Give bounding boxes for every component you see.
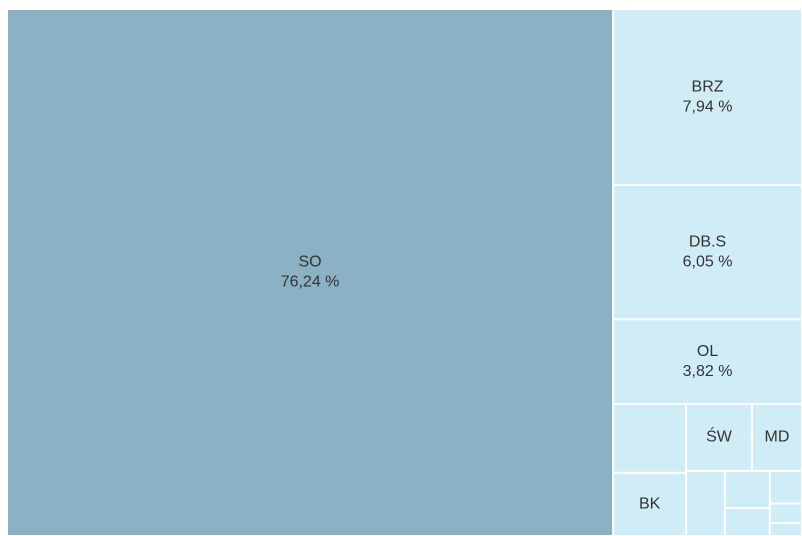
tile [614,473,686,535]
tile [614,186,801,319]
tile-label: ŚW [706,427,733,446]
tile [770,471,801,503]
tile [687,405,751,470]
tile [8,10,613,535]
tile-label: DB.S [689,233,726,250]
tile [614,405,686,472]
tile-value: 3,82 % [683,363,733,380]
tile-label: OL [697,343,718,360]
tile-label: BK [639,496,661,513]
tile [687,471,724,535]
tile-label: BRZ [692,78,724,95]
tile-value: 6,05 % [683,253,733,270]
tile [725,471,769,508]
tile [614,320,801,404]
tile [752,405,801,470]
tile [725,509,769,535]
tile-label: SO [298,254,321,271]
tile-label: MD [765,429,790,446]
tile [770,504,801,522]
tile-value: 76,24 % [281,274,340,291]
tile-value: 7,94 % [683,98,733,115]
tile [614,10,801,185]
tile [770,523,801,535]
